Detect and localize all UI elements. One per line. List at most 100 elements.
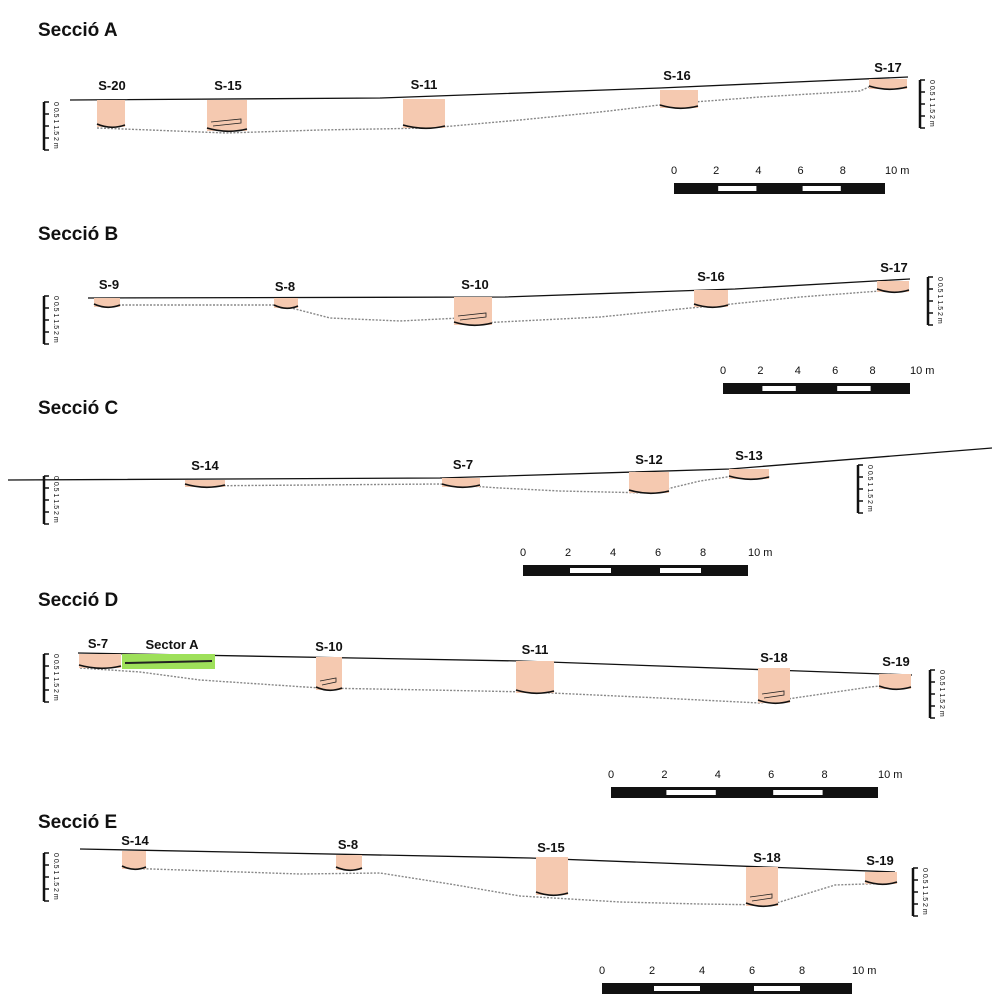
surface-line (69, 76, 909, 101)
sounding-label: S-10 (461, 277, 488, 292)
sounding-column (746, 867, 778, 906)
sounding-base (878, 685, 912, 691)
scale-tick-label: 4 (699, 965, 705, 977)
scale-bar-segment (802, 186, 841, 191)
base-profile (96, 79, 906, 134)
sounding-base (535, 891, 569, 897)
scale-bar (602, 983, 852, 994)
section-d: Secció D Sector A S-7 S-10 S-11 S-18 S-19 0 0.5… (38, 590, 945, 798)
sounding-layer (457, 312, 487, 321)
sounding-base (757, 699, 791, 705)
base-profile (121, 867, 896, 906)
base-profile (94, 284, 909, 324)
sounding-layer (761, 690, 785, 699)
sounding-base (315, 686, 343, 692)
sounding-base (184, 483, 226, 489)
scale-tick-label: 8 (822, 769, 828, 781)
sounding-base (441, 483, 481, 489)
vertical-scale-label: 0 0.5 1 1.5 2 m (52, 102, 59, 149)
sounding-column (660, 90, 698, 108)
sounding-label: S-11 (411, 77, 438, 92)
scale-bar (611, 787, 878, 798)
sounding-column (185, 480, 225, 487)
sounding-layer (210, 118, 242, 127)
section-title: Secció C (38, 398, 119, 419)
section-title: Secció E (38, 812, 117, 833)
scale-bar-segment (660, 568, 701, 573)
section-a: Secció A S-20 S-15 S-11 S-16 S-17 0 0.5 1 1.5 … (38, 20, 935, 194)
scale-bar-segment (754, 986, 800, 991)
sounding-column (516, 661, 554, 693)
section-e: Secció E S-14 S-8 S-15 S-18 S-19 0 0.5 1 1.5 2… (38, 812, 928, 994)
sounding-base (206, 127, 248, 133)
scale-tick-label: 4 (610, 547, 616, 559)
vertical-scale-label: 0 0.5 1 1.5 2 m (938, 670, 945, 717)
sounding-label: S-19 (866, 853, 893, 868)
sounding-base (453, 321, 493, 327)
vertical-scale-label: 0 0.5 1 1.5 2 m (52, 476, 59, 523)
scale-tick-label: 6 (832, 365, 838, 377)
sounding-base (121, 865, 147, 871)
sounding-base (745, 902, 779, 908)
sounding-base (273, 304, 299, 310)
scale-bar (723, 383, 910, 394)
sounding-base (693, 303, 729, 309)
section-title: Secció D (38, 590, 118, 611)
sounding-label: S-16 (663, 68, 690, 83)
scale-tick-label: 8 (870, 365, 876, 377)
sounding-column (316, 657, 342, 690)
scale-tick-label: 4 (795, 365, 801, 377)
scale-tick-label: 0 (608, 769, 614, 781)
sounding-column (274, 298, 298, 308)
sounding-label: S-18 (760, 650, 787, 665)
surface-line (87, 278, 911, 299)
sounding-label: S-18 (753, 850, 780, 865)
sounding-base (864, 880, 898, 886)
sounding-label: S-7 (453, 457, 473, 472)
vertical-scale-label: 0 0.5 1 1.5 2 m (936, 277, 943, 324)
sounding-column (629, 472, 669, 493)
sounding-base (93, 303, 121, 309)
sounding-column (729, 469, 769, 479)
sounding-base (78, 664, 122, 670)
sounding-layer (319, 677, 337, 686)
scale-tick-label: 2 (713, 165, 719, 177)
scale-bar-segment (654, 986, 700, 991)
vertical-scale-label: 0 0.5 1 1.5 2 m (928, 80, 935, 127)
sounding-column (869, 79, 907, 89)
sounding-column (336, 855, 362, 870)
sector-a-layer (124, 660, 213, 664)
sounding-column (877, 281, 909, 292)
scale-tick-label: 10 m (748, 547, 772, 559)
scale-tick-label: 10 m (852, 965, 876, 977)
scale-bar-segment (837, 386, 871, 391)
scale-tick-label: 10 m (885, 165, 909, 177)
scale-bar-segment (773, 790, 823, 795)
sounding-label: S-15 (537, 840, 564, 855)
scale-tick-label: 10 m (878, 769, 902, 781)
sounding-base (659, 104, 699, 110)
scale-tick-label: 2 (757, 365, 763, 377)
sounding-label: S-7 (88, 636, 108, 651)
scale-tick-label: 2 (661, 769, 667, 781)
sounding-base (515, 689, 555, 695)
scale-tick-label: 4 (715, 769, 721, 781)
sounding-column (694, 290, 728, 307)
sounding-base (728, 475, 770, 481)
sounding-label: S-9 (99, 277, 119, 292)
sounding-column (442, 478, 480, 487)
sounding-column (536, 857, 568, 895)
vertical-scale-label: 0 0.5 1 1.5 2 m (52, 853, 59, 900)
sounding-base (402, 124, 446, 130)
sounding-label: S-16 (697, 269, 724, 284)
scale-tick-label: 6 (798, 165, 804, 177)
scale-tick-label: 2 (649, 965, 655, 977)
sounding-base (335, 866, 363, 872)
vertical-scale-label: 0 0.5 1 1.5 2 m (866, 465, 873, 512)
sounding-column (97, 100, 125, 127)
scale-bar-segment (666, 790, 716, 795)
sounding-column (879, 674, 911, 689)
sounding-label: S-17 (880, 260, 907, 275)
sector-a-label: Sector A (146, 637, 200, 652)
sounding-column (207, 100, 247, 131)
